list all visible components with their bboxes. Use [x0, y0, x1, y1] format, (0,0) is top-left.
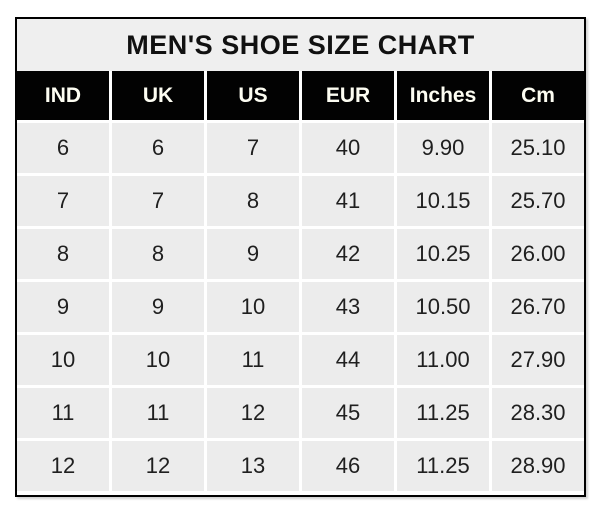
table-cell: 7: [112, 176, 204, 226]
table-cell: 6: [17, 123, 109, 173]
table-cell: 7: [17, 176, 109, 226]
table-cell: 7: [207, 123, 299, 173]
table-cell: 44: [302, 335, 394, 385]
table-cell: 41: [302, 176, 394, 226]
table-cell: 25.70: [492, 176, 584, 226]
table-cell: 11: [207, 335, 299, 385]
table-cell: 10.15: [397, 176, 489, 226]
shoe-size-table: MEN'S SHOE SIZE CHART IND UK US EUR Inches Cm…: [15, 17, 586, 497]
table-cell: 10: [207, 282, 299, 332]
table-cell: 8: [112, 229, 204, 279]
table-cell: 43: [302, 282, 394, 332]
table-cell: 8: [207, 176, 299, 226]
header-cell: Cm: [492, 71, 584, 120]
header-cell: UK: [112, 71, 204, 120]
table-cell: 10.25: [397, 229, 489, 279]
header-cell: IND: [17, 71, 109, 120]
table-cell: 25.10: [492, 123, 584, 173]
table-cell: 9: [112, 282, 204, 332]
table-cell: 26.70: [492, 282, 584, 332]
table-cell: 11: [112, 388, 204, 438]
table-cell: 12: [17, 441, 109, 491]
table-cell: 9: [17, 282, 109, 332]
header-cell: US: [207, 71, 299, 120]
table-cell: 26.00: [492, 229, 584, 279]
table-grid: IND UK US EUR Inches Cm 6 6 7 40 9.90 25.10 7 7 8 41 10.…: [17, 71, 584, 491]
table-cell: 6: [112, 123, 204, 173]
table-cell: 11.25: [397, 388, 489, 438]
table-cell: 40: [302, 123, 394, 173]
table-cell: 46: [302, 441, 394, 491]
table-cell: 28.90: [492, 441, 584, 491]
header-cell: Inches: [397, 71, 489, 120]
table-cell: 27.90: [492, 335, 584, 385]
table-cell: 11: [17, 388, 109, 438]
header-cell: EUR: [302, 71, 394, 120]
table-cell: 42: [302, 229, 394, 279]
table-cell: 9.90: [397, 123, 489, 173]
table-cell: 9: [207, 229, 299, 279]
table-cell: 12: [207, 388, 299, 438]
table-cell: 11.00: [397, 335, 489, 385]
table-cell: 10.50: [397, 282, 489, 332]
table-cell: 28.30: [492, 388, 584, 438]
table-cell: 10: [112, 335, 204, 385]
table-cell: 45: [302, 388, 394, 438]
table-cell: 10: [17, 335, 109, 385]
table-cell: 12: [112, 441, 204, 491]
table-title: MEN'S SHOE SIZE CHART: [17, 19, 584, 71]
table-cell: 11.25: [397, 441, 489, 491]
table-cell: 8: [17, 229, 109, 279]
table-cell: 13: [207, 441, 299, 491]
